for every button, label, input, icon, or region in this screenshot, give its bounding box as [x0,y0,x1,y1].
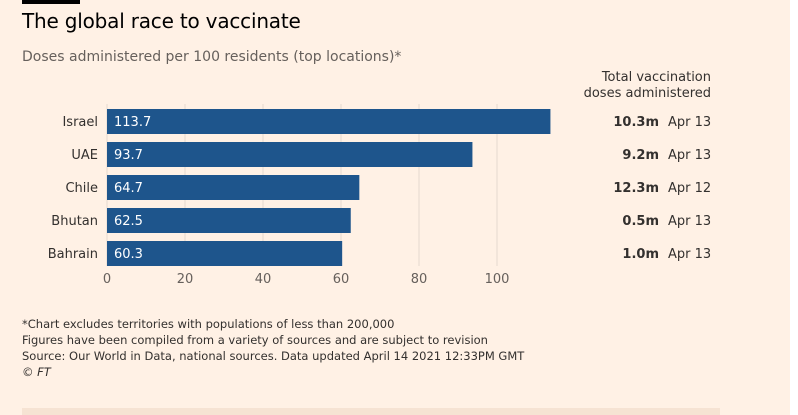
ft-top-bar [22,0,80,4]
data-date: Apr 13 [668,148,711,163]
data-date: Apr 13 [668,214,711,229]
bar [107,142,473,167]
bar [107,241,343,266]
x-tick-label: 60 [333,272,350,287]
x-tick-label: 40 [255,272,272,287]
column-header-line2: doses administered [583,86,711,101]
total-doses-value: 12.3m [613,181,659,196]
total-doses-column-header: Total vaccination doses administered [560,70,711,102]
total-doses-value: 0.5m [622,214,659,229]
x-tick-label: 80 [411,272,428,287]
footnote-revision: Figures have been compiled from a variet… [22,333,488,347]
x-tick-label: 0 [103,272,111,287]
x-tick-label: 20 [177,272,194,287]
footnote-exclusion: *Chart excludes territories with populat… [22,317,395,331]
category-label: UAE [71,148,98,163]
category-label: Bahrain [48,247,98,262]
bottom-strip [22,408,720,415]
bar-value-label: 93.7 [114,148,143,163]
bar-value-label: 62.5 [114,214,143,229]
x-tick-label: 100 [485,272,510,287]
bar-value-label: 60.3 [114,247,143,262]
bar-value-label: 113.7 [114,115,151,130]
total-doses-value: 1.0m [622,247,659,262]
data-date: Apr 13 [668,115,711,130]
total-doses-value: 9.2m [622,148,659,163]
total-doses-value: 10.3m [613,115,659,130]
footnotes: *Chart excludes territories with populat… [22,316,524,380]
footnote-source: Source: Our World in Data, national sour… [22,349,525,363]
bar-value-label: 64.7 [114,181,143,196]
column-header-line1: Total vaccination [601,70,711,85]
category-label: Chile [65,181,98,196]
data-date: Apr 13 [668,247,711,262]
bar [107,175,360,200]
bar-chart: 0 20 40 60 80 100 Israel 113.7 10.3m Apr 13 UAE 93.… [48,104,711,287]
chart-title: The global race to vaccinate [22,9,301,33]
copyright: © FT [22,365,51,379]
category-label: Bhutan [51,214,98,229]
data-date: Apr 12 [668,181,711,196]
right-edge [790,0,798,415]
chart-subtitle: Doses administered per 100 residents (to… [22,49,402,65]
bar [107,208,351,233]
category-label: Israel [62,115,98,130]
bar [107,109,551,134]
